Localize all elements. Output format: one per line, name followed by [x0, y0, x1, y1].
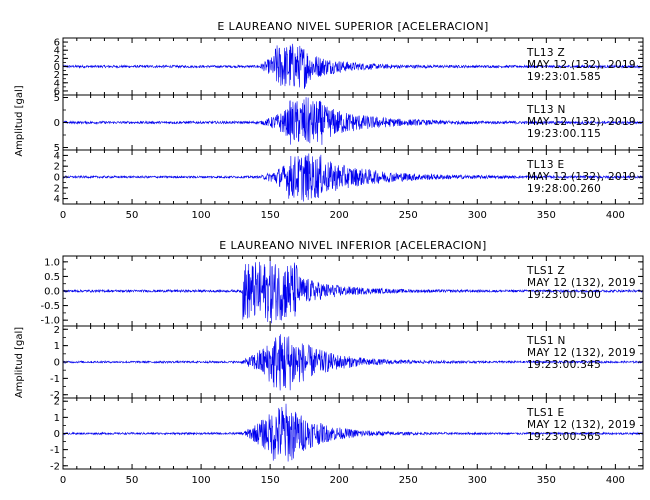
- y-tick-label: 0.5: [44, 272, 60, 283]
- y-tick-label: 1: [54, 341, 60, 352]
- trace-annotation: MAY 12 (132), 2019: [527, 171, 636, 183]
- chart-title: E LAUREANO NIVEL INFERIOR [ACELERACION]: [219, 239, 486, 252]
- trace-annotation: MAY 12 (132), 2019: [527, 277, 636, 289]
- y-tick-label: -1: [50, 445, 60, 456]
- y-axis-label: Amplitud [gal]: [14, 85, 25, 156]
- x-tick-label: 150: [261, 475, 280, 486]
- trace-annotation: 19:23:00.345: [527, 359, 601, 371]
- trace-annotation: TLS1 N: [526, 335, 566, 347]
- y-tick-label: -2: [50, 461, 60, 472]
- x-tick-label: 250: [399, 210, 418, 221]
- x-tick-label: 200: [330, 475, 349, 486]
- trace-annotation: 19:23:01.585: [527, 71, 601, 83]
- trace-annotation: 19:28:00.260: [527, 183, 601, 195]
- y-tick-label: 0.0: [44, 287, 60, 298]
- trace-annotation: MAY 12 (132), 2019: [527, 116, 636, 128]
- y-tick-label: -1: [50, 374, 60, 385]
- y-tick-label: 4: [54, 151, 60, 162]
- trace-annotation: TLS1 E: [526, 407, 564, 419]
- y-tick-label: 6: [54, 38, 60, 49]
- y-tick-label: -0.5: [40, 301, 60, 312]
- trace-annotation: MAY 12 (132), 2019: [527, 347, 636, 359]
- trace-e: [62, 403, 644, 462]
- trace-annotation: 19:23:00.115: [527, 128, 601, 140]
- y-tick-label: -2: [50, 390, 60, 401]
- trace-annotation: TL13 N: [526, 104, 566, 116]
- y-tick-label: 0: [54, 62, 60, 73]
- trace-annotation: TL13 E: [526, 159, 564, 171]
- trace-n: [62, 334, 644, 391]
- y-tick-label: -1.0: [40, 316, 60, 327]
- trace-annotation: 19:23:00.565: [527, 431, 601, 443]
- trace-e: [62, 153, 644, 202]
- y-tick-label: 2: [54, 183, 60, 194]
- y-tick-label: 0: [54, 429, 60, 440]
- y-tick-label: 1: [54, 413, 60, 424]
- y-tick-label: 0: [54, 173, 60, 184]
- x-tick-label: 300: [468, 210, 487, 221]
- x-tick-label: 350: [537, 210, 556, 221]
- y-tick-label: 4: [54, 46, 60, 57]
- y-tick-label: 4: [54, 194, 60, 205]
- x-tick-label: 100: [192, 475, 211, 486]
- y-tick-label: 5: [54, 143, 60, 154]
- y-tick-label: 2: [54, 325, 60, 336]
- x-tick-label: 0: [60, 210, 66, 221]
- y-tick-label: 2: [54, 162, 60, 173]
- x-tick-label: 400: [606, 210, 625, 221]
- y-tick-label: 2: [54, 397, 60, 408]
- trace-n: [62, 97, 644, 145]
- y-tick-label: 6: [54, 86, 60, 97]
- trace-annotation: MAY 12 (132), 2019: [527, 419, 636, 431]
- trace-annotation: TL13 Z: [526, 47, 565, 59]
- y-axis-label: Amplitud [gal]: [14, 327, 25, 398]
- y-tick-label: 2: [54, 70, 60, 81]
- trace-annotation: MAY 12 (132), 2019: [527, 59, 636, 71]
- trace-z: [62, 43, 644, 90]
- x-tick-label: 350: [537, 475, 556, 486]
- y-tick-label: 1.0: [44, 257, 60, 268]
- chart-title: E LAUREANO NIVEL SUPERIOR [ACELERACION]: [217, 20, 488, 33]
- chart-2: E LAUREANO NIVEL INFERIOR [ACELERACION] 1…: [14, 239, 644, 486]
- y-tick-label: 5: [54, 93, 60, 104]
- chart-1: E LAUREANO NIVEL SUPERIOR [ACELERACION] 6…: [14, 20, 644, 221]
- trace-z: [62, 256, 644, 324]
- x-tick-label: 50: [126, 475, 139, 486]
- x-tick-label: 200: [330, 210, 349, 221]
- y-tick-label: 0: [54, 118, 60, 129]
- x-tick-label: 50: [126, 210, 139, 221]
- x-tick-label: 400: [606, 475, 625, 486]
- y-tick-label: 2: [54, 54, 60, 65]
- y-tick-label: 4: [54, 78, 60, 89]
- x-tick-label: 250: [399, 475, 418, 486]
- x-tick-label: 300: [468, 475, 487, 486]
- y-tick-label: 0: [54, 358, 60, 369]
- trace-annotation: TLS1 Z: [526, 265, 565, 277]
- x-tick-label: 0: [60, 475, 66, 486]
- trace-annotation: 19:23:00.500: [527, 289, 601, 301]
- x-tick-label: 100: [192, 210, 211, 221]
- x-tick-label: 150: [261, 210, 280, 221]
